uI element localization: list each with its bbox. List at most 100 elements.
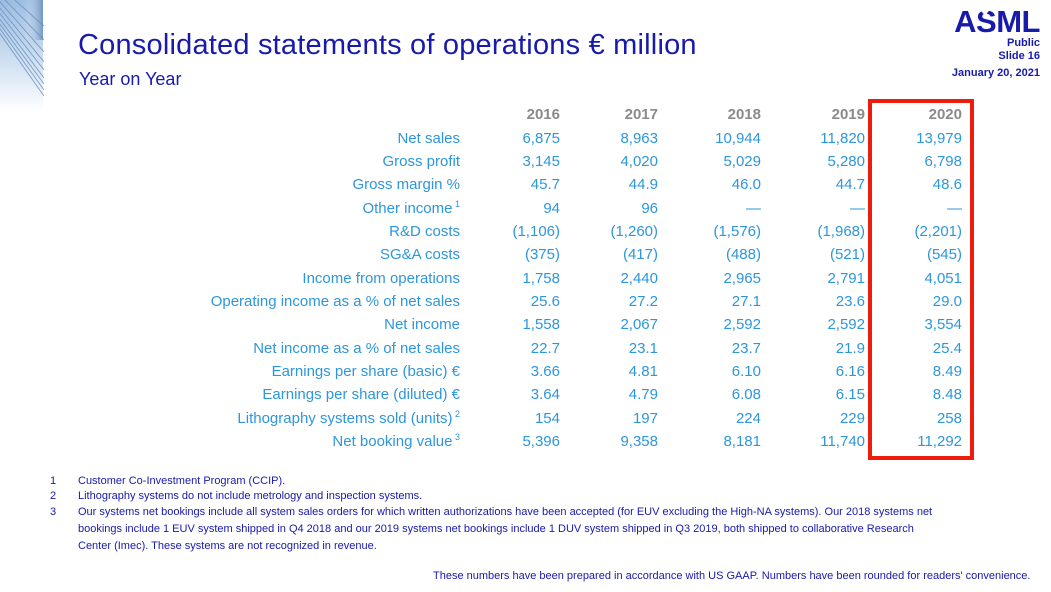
value-2016: 25.6 — [530, 292, 560, 310]
value-2017: 27.2 — [628, 292, 658, 310]
value-2020: 258 — [936, 409, 962, 427]
value-2020: 29.0 — [932, 292, 962, 310]
value-2017: 96 — [641, 199, 658, 217]
value-2019: — — [850, 199, 865, 217]
table-row: Earnings per share (diluted) € 3.64 4.79 6.… — [150, 383, 962, 406]
value-2016: 1,558 — [522, 316, 560, 334]
value-2018: 2,965 — [723, 269, 761, 287]
value-2016: (1,106) — [512, 222, 560, 240]
table-row: Gross margin % 45.7 44.9 46.0 44.7 48.6 — [150, 173, 962, 196]
year-header: 2016 2017 2018 2019 2020 — [150, 103, 962, 126]
classification-label: Public — [1006, 37, 1040, 49]
table-row: Other income 1 94 96 — — — — [150, 196, 962, 219]
value-2018: 27.1 — [731, 292, 761, 310]
value-2018: (488) — [725, 246, 761, 264]
value-2018: 224 — [735, 409, 761, 427]
value-2016: 5,396 — [522, 432, 560, 450]
value-2017: 4.79 — [628, 386, 658, 404]
table-row: Lithography systems sold (units) 2 154 197… — [150, 406, 962, 429]
row-label: Earnings per share (diluted) € — [262, 386, 460, 404]
value-2017: 2,067 — [620, 316, 658, 334]
table-row: SG&A costs (375) (417) (488) (521) (545) — [150, 243, 962, 266]
footnote-ref: 2 — [452, 409, 460, 420]
table-row: Net income 1,558 2,067 2,592 2,592 3,554 — [150, 313, 962, 336]
footnote-ref: 3 — [452, 432, 460, 443]
table-row: Earnings per share (basic) € 3.66 4.81 6.10… — [150, 360, 962, 383]
year-header-2017: 2017 — [624, 106, 658, 124]
value-2019: 21.9 — [835, 339, 865, 357]
value-2020: 3,554 — [924, 316, 962, 334]
table-row: Net booking value 3 5,396 9,358 8,181 11,740… — [150, 430, 962, 453]
value-2019: 2,592 — [827, 316, 865, 334]
value-2020: 11,292 — [917, 432, 962, 450]
row-label: Lithography systems sold (units) 2 — [237, 409, 460, 428]
value-2017: 4,020 — [620, 152, 658, 170]
value-2017: (417) — [622, 246, 658, 264]
table-row: Net income as a % of net sales 22.7 23.1 23… — [150, 336, 962, 359]
logo-block: ASML Public Slide 16 January 20, 2021 — [951, 4, 1041, 79]
value-2019: 5,280 — [827, 152, 865, 170]
value-2016: 45.7 — [530, 176, 560, 194]
value-2019: (1,968) — [817, 222, 865, 240]
value-2018: 10,944 — [715, 129, 761, 147]
value-2018: — — [746, 199, 761, 217]
financial-table: 2016 2017 2018 2019 2020 Net sales 6,875 8,963… — [150, 103, 962, 453]
value-2017: 9,358 — [620, 432, 658, 450]
table-row: R&D costs (1,106) (1,260) (1,576) (1,968) (2,… — [150, 220, 962, 243]
footnote-text: Lithography systems do not include metro… — [78, 490, 423, 502]
value-2018: 5,029 — [723, 152, 761, 170]
row-label: Net income as a % of net sales — [253, 339, 460, 357]
row-label: Net income — [384, 316, 460, 334]
asml-logo: ASML — [954, 4, 1040, 39]
footnote-item: 3 Our systems net bookings include all sy… — [50, 504, 945, 555]
year-header-2016: 2016 — [526, 106, 560, 124]
value-2017: 2,440 — [620, 269, 658, 287]
row-label: Income from operations — [302, 269, 460, 287]
year-header-2020: 2020 — [928, 106, 962, 124]
decorative-corner-graphic — [0, 0, 44, 112]
row-label: Gross margin % — [352, 176, 460, 194]
value-2019: (521) — [829, 246, 865, 264]
value-2016: 22.7 — [530, 339, 560, 357]
value-2020: 8.48 — [932, 386, 962, 404]
value-2016: 94 — [543, 199, 560, 217]
value-2020: 4,051 — [924, 269, 962, 287]
value-2019: 44.7 — [835, 176, 865, 194]
value-2019: 229 — [839, 409, 865, 427]
row-label: Operating income as a % of net sales — [210, 292, 460, 310]
value-2016: 1,758 — [522, 269, 560, 287]
value-2020: 13,979 — [916, 129, 962, 147]
page-subtitle: Year on Year — [79, 69, 182, 89]
value-2016: 154 — [534, 409, 560, 427]
value-2019: 11,740 — [820, 432, 865, 450]
footnote-text: Customer Co-Investment Program (CCIP). — [78, 475, 286, 487]
value-2020: 25.4 — [932, 339, 962, 357]
table-row: Gross profit 3,145 4,020 5,029 5,280 6,798 — [150, 150, 962, 173]
value-2020: 48.6 — [932, 176, 962, 194]
value-2019: 11,820 — [820, 129, 865, 147]
row-label: Other income 1 — [362, 199, 460, 218]
row-label-header-empty — [150, 103, 460, 126]
value-2018: 8,181 — [723, 432, 761, 450]
row-label: Gross profit — [382, 152, 460, 170]
footnote-number: 1 — [50, 475, 57, 487]
value-2017: 8,963 — [620, 129, 658, 147]
table-row: Operating income as a % of net sales 25.6… — [150, 290, 962, 313]
value-2017: 44.9 — [628, 176, 658, 194]
footnote-item: 2 Lithography systems do not include metr… — [50, 489, 945, 504]
slide-date: January 20, 2021 — [951, 67, 1040, 79]
year-header-2019: 2019 — [831, 106, 865, 124]
row-label: Net sales — [397, 129, 460, 147]
footnote-number: 2 — [50, 490, 57, 502]
value-2019: 23.6 — [835, 292, 865, 310]
value-2018: 6.10 — [731, 362, 761, 380]
value-2017: (1,260) — [610, 222, 658, 240]
row-label: SG&A costs — [379, 246, 460, 264]
value-2020: (545) — [926, 246, 962, 264]
value-2020: 8.49 — [932, 362, 962, 380]
row-label: R&D costs — [389, 222, 460, 240]
value-2017: 23.1 — [628, 339, 658, 357]
value-2018: 6.08 — [731, 386, 761, 404]
table-row: Income from operations 1,758 2,440 2,965 2,7… — [150, 266, 962, 289]
footnote-item: 1 Customer Co-Investment Program (CCIP). — [50, 474, 945, 489]
